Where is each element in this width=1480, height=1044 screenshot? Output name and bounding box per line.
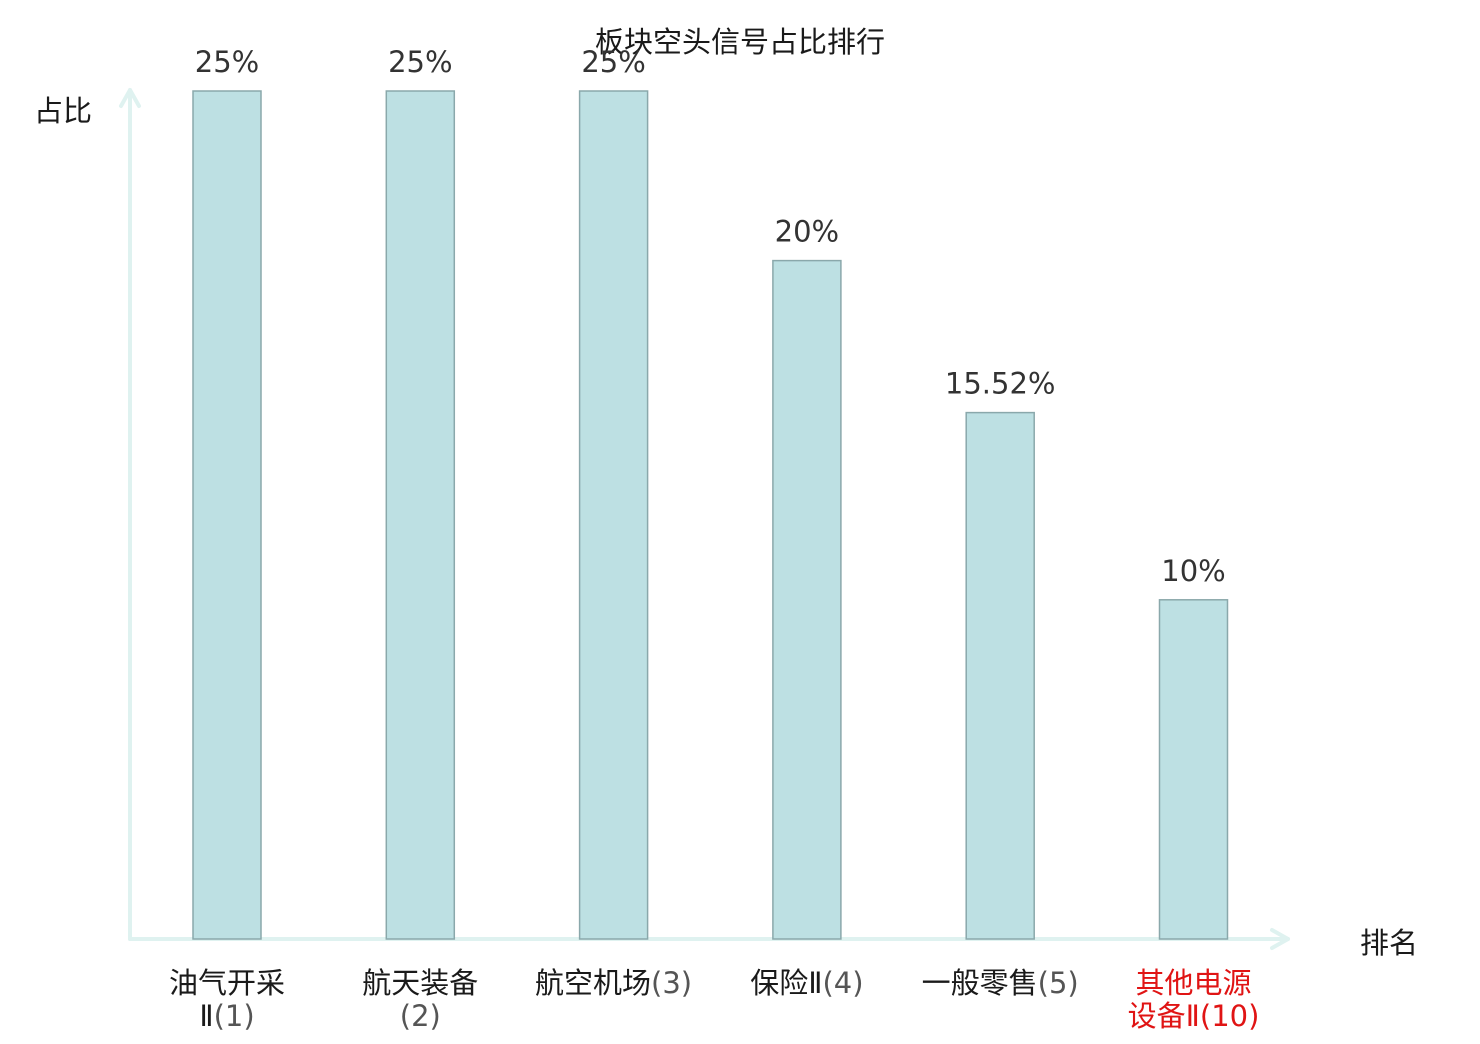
chart-title: 板块空头信号占比排行: [595, 25, 885, 59]
axes: [119, 88, 1290, 950]
category-label: 其他电源设备Ⅱ(10): [1128, 966, 1260, 1033]
category-label: 油气开采 Ⅱ(1): [169, 966, 285, 1033]
value-label: 10%: [1161, 554, 1225, 588]
bar: [578, 90, 649, 940]
value-labels-group: 25% 25% 25% 20% 15.52% 10%: [195, 45, 1226, 588]
value-label: 20%: [775, 215, 839, 249]
bar: [385, 90, 456, 940]
value-label: 25%: [388, 45, 452, 79]
x-axis-arrow: [1270, 928, 1290, 950]
bar: [192, 90, 262, 940]
bar: [965, 411, 1035, 940]
value-label: 15.52%: [945, 367, 1056, 401]
category-labels-group: 油气开采 Ⅱ(1) 航天装备(2) 航空机场(3) 保险Ⅱ(4) 一般零售(5) 其他电源设…: [169, 966, 1259, 1033]
category-label: 一般零售(5): [922, 966, 1079, 1000]
value-label: 25%: [195, 45, 259, 79]
x-axis-label: 排名: [1360, 926, 1418, 960]
category-label: 航空机场(3): [535, 966, 692, 1000]
y-axis-label: 占比: [34, 94, 92, 128]
bar: [772, 259, 842, 940]
bars-group: [192, 90, 1229, 940]
category-label: 航天装备(2): [362, 966, 478, 1033]
bar: [1158, 599, 1229, 940]
value-label: 25%: [581, 45, 645, 79]
category-label: 保险Ⅱ(4): [750, 966, 863, 1000]
y-axis-arrow: [119, 88, 141, 108]
